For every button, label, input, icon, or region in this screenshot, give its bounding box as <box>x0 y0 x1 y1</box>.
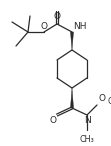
Polygon shape <box>70 88 73 108</box>
Polygon shape <box>70 32 73 50</box>
Text: O: O <box>98 94 105 103</box>
Text: O: O <box>54 12 60 21</box>
Text: O: O <box>41 22 48 31</box>
Text: O: O <box>49 116 56 125</box>
Text: NH: NH <box>73 22 86 31</box>
Text: CH₃: CH₃ <box>80 135 94 144</box>
Text: N: N <box>84 116 90 125</box>
Text: CH₃: CH₃ <box>107 98 111 106</box>
